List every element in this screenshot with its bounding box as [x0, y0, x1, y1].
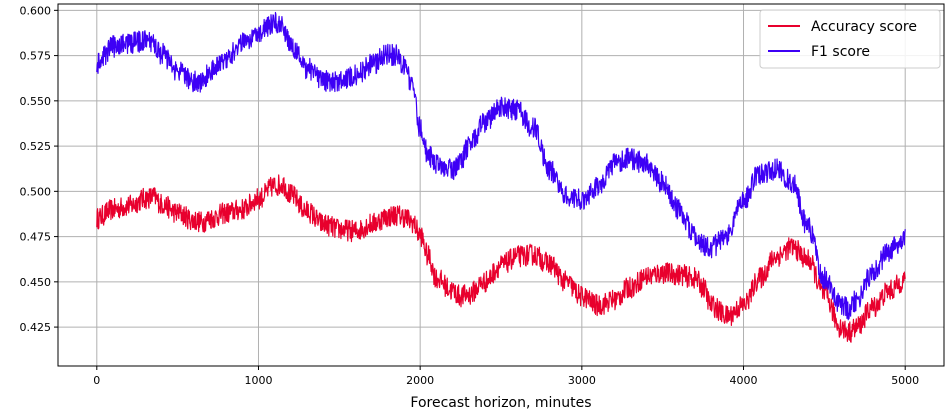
- plot-frame: [57, 3, 945, 367]
- x-tick-label: 2000: [406, 374, 434, 387]
- y-tick-label: 0.575: [20, 50, 52, 63]
- y-tick-label: 0.525: [20, 140, 52, 153]
- legend: Accuracy score F1 score: [759, 9, 941, 69]
- x-axis-title: Forecast horizon, minutes: [410, 395, 591, 411]
- x-tick-label: 5000: [891, 374, 919, 387]
- legend-box: [759, 9, 941, 69]
- x-tick-label: 3000: [568, 374, 596, 387]
- y-tick-label: 0.600: [20, 4, 52, 17]
- axis-ticks: 0 1000 2000 3000 4000 5000 0.425 0.450 0.475 0.50…: [20, 4, 920, 387]
- y-tick-label: 0.425: [20, 321, 52, 334]
- x-tick-label: 4000: [730, 374, 758, 387]
- series-layer: [96, 11, 906, 343]
- y-tick-label: 0.500: [20, 185, 52, 198]
- x-tick-label: 0: [93, 374, 100, 387]
- legend-label-1: Accuracy score: [811, 19, 917, 35]
- y-tick-label: 0.475: [20, 231, 52, 244]
- y-tick-label: 0.450: [20, 276, 52, 289]
- series-line-1: [96, 174, 906, 343]
- y-tick-label: 0.550: [20, 95, 52, 108]
- series-line-2: [96, 11, 906, 321]
- legend-label-2: F1 score: [811, 44, 870, 60]
- x-tick-label: 1000: [244, 374, 272, 387]
